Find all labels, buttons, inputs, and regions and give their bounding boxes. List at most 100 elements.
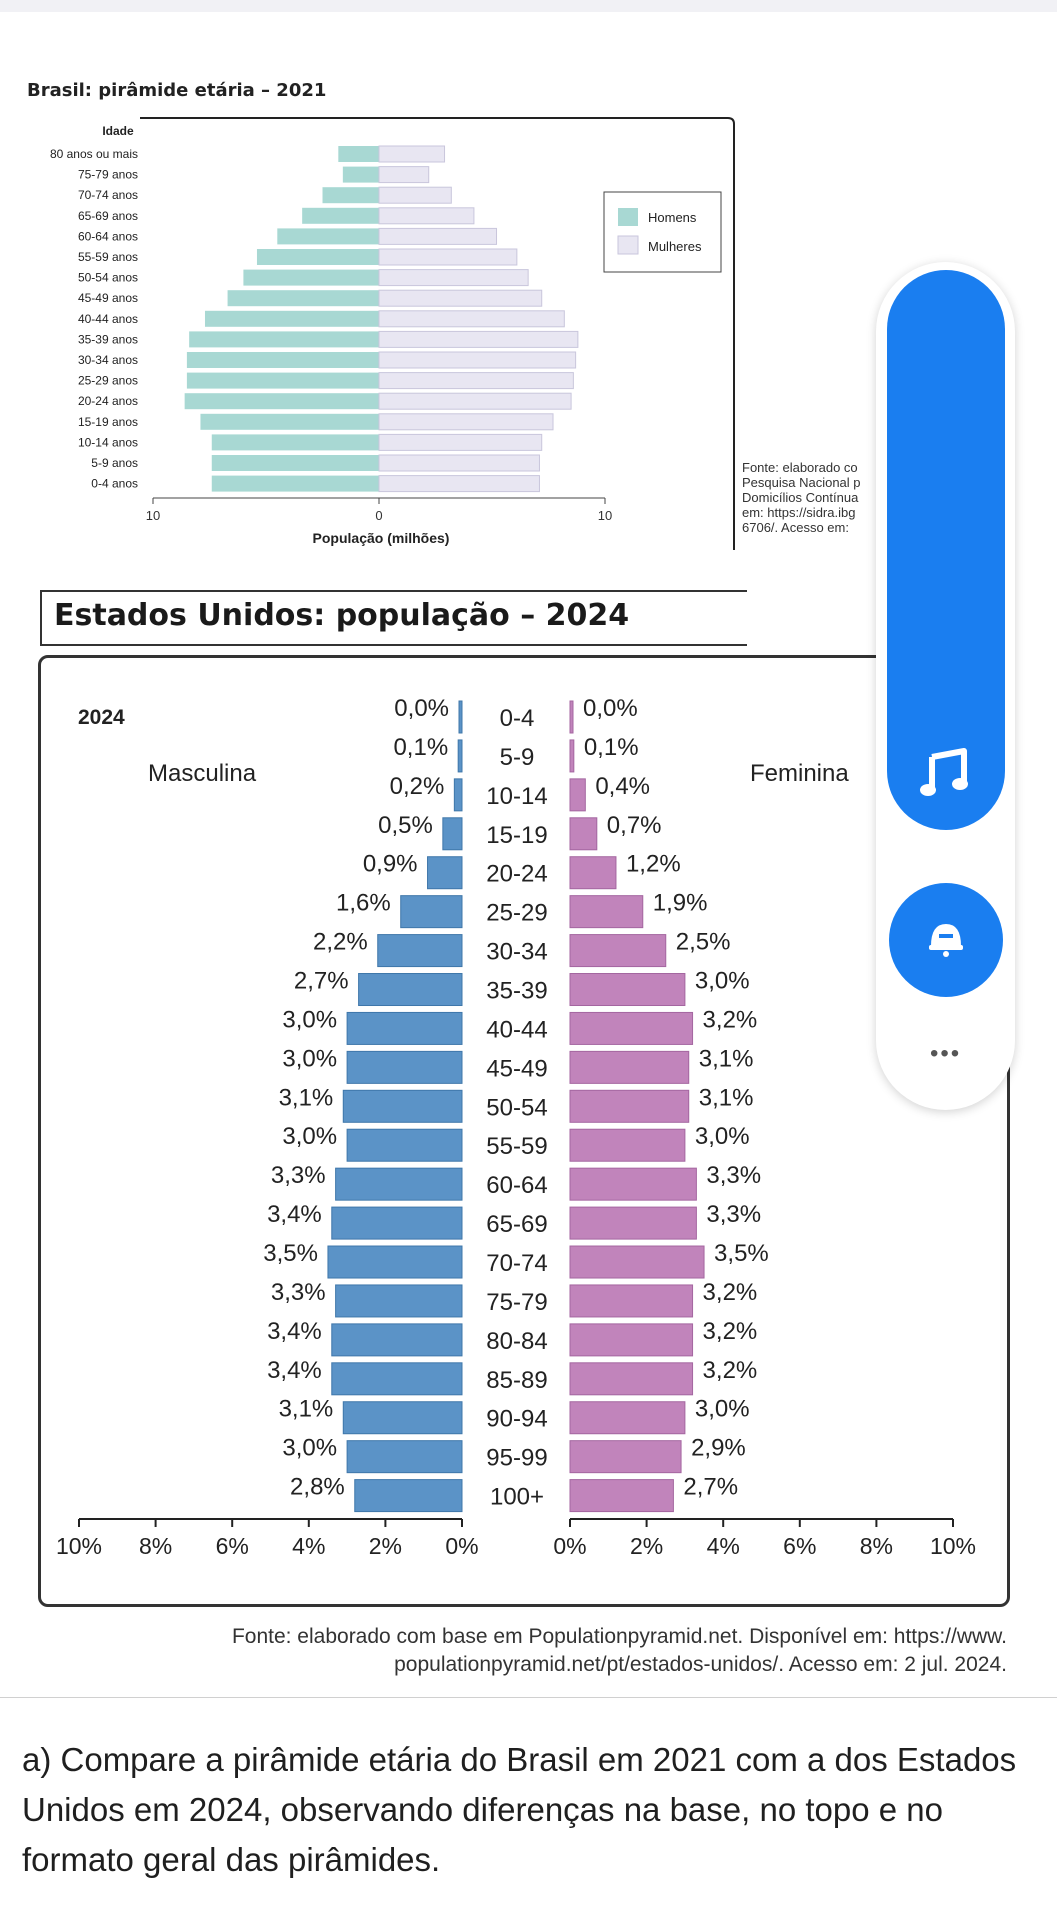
usa-female-value-label: 3,2% — [703, 1279, 758, 1306]
usa-bar-masculina — [377, 934, 463, 968]
brazil-bar-homens — [186, 372, 379, 389]
music-player-button[interactable] — [887, 270, 1005, 830]
usa-age-label: 15-19 — [486, 822, 547, 849]
usa-chart-frame — [38, 655, 1010, 1607]
usa-female-value-label: 0,7% — [607, 812, 662, 839]
brazil-age-label: 0-4 anos — [91, 477, 138, 491]
question-text: a) Compare a pirâmide etária do Brasil e… — [22, 1741, 1017, 1878]
brazil-age-label: 70-74 anos — [78, 188, 138, 202]
brazil-y-axis-label: Idade — [102, 124, 134, 138]
usa-age-label: 25-29 — [486, 900, 547, 927]
brazil-bar-mulheres — [378, 475, 540, 493]
brazil-bar-mulheres — [378, 351, 577, 369]
brazil-source-line: Fonte: elaborado co — [742, 460, 858, 475]
usa-female-value-label: 1,2% — [626, 851, 681, 878]
usa-bar-masculina — [358, 973, 463, 1007]
brazil-legend-swatch-homens — [618, 208, 638, 226]
brazil-bar-homens — [322, 187, 379, 204]
usa-male-value-label: 3,0% — [282, 1006, 337, 1033]
usa-female-value-label: 0,1% — [584, 734, 639, 761]
brazil-bar-mulheres — [378, 166, 430, 184]
usa-male-value-label: 2,8% — [290, 1474, 345, 1501]
usa-bar-masculina — [427, 856, 463, 890]
brazil-age-label: 20-24 anos — [78, 394, 138, 408]
usa-female-value-label: 3,1% — [699, 1045, 754, 1072]
usa-female-value-label: 2,5% — [676, 929, 731, 956]
usa-female-value-label: 3,2% — [703, 1357, 758, 1384]
brazil-legend-label-mulheres: Mulheres — [648, 239, 702, 254]
usa-male-value-label: 3,3% — [271, 1162, 326, 1189]
brazil-age-label: 60-64 anos — [78, 229, 138, 243]
brazil-bar-homens — [204, 310, 379, 327]
usa-female-value-label: 3,0% — [695, 1123, 750, 1150]
usa-bar-feminina — [569, 1479, 674, 1513]
usa-male-value-label: 0,0% — [394, 695, 449, 722]
brazil-age-label: 15-19 anos — [78, 415, 138, 429]
usa-age-label: 100+ — [490, 1484, 544, 1511]
usa-bar-feminina — [569, 1128, 686, 1162]
music-note-icon — [920, 748, 968, 796]
usa-bar-feminina — [569, 739, 575, 773]
brazil-bar-homens — [277, 228, 379, 245]
usa-bar-feminina — [569, 1245, 705, 1279]
usa-female-value-label: 0,0% — [583, 695, 638, 722]
usa-x-tick-label-right: 4% — [707, 1533, 740, 1559]
usa-female-value-label: 2,7% — [683, 1474, 738, 1501]
brazil-age-label: 25-29 anos — [78, 374, 138, 388]
usa-male-value-label: 0,9% — [363, 851, 418, 878]
usa-bar-feminina — [569, 934, 667, 968]
usa-x-tick-label-left: 4% — [292, 1533, 325, 1559]
usa-pyramid-chart: 2024 Masculina Feminina 0,0% 0,0% 0-4 0,1% 0,1%… — [56, 695, 976, 1559]
brazil-source-text: Fonte: elaborado co Pesquisa Nacional p … — [742, 460, 882, 550]
usa-age-label: 10-14 — [486, 783, 547, 810]
usa-bar-masculina — [327, 1245, 463, 1279]
usa-age-label: 35-39 — [486, 978, 547, 1005]
usa-source-line-1: Fonte: elaborado com base em Populationp… — [231, 1625, 1007, 1648]
usa-bar-feminina — [569, 1440, 682, 1474]
usa-bar-masculina — [346, 1440, 463, 1474]
usa-bar-masculina — [346, 1128, 463, 1162]
usa-bar-masculina — [458, 700, 463, 734]
brazil-bar-homens — [211, 455, 379, 471]
brazil-age-label: 40-44 anos — [78, 312, 138, 326]
brazil-bar-homens — [200, 413, 379, 430]
brazil-bar-mulheres — [378, 392, 572, 410]
brazil-legend-swatch-mulheres — [617, 235, 639, 255]
usa-bar-masculina — [342, 1401, 463, 1435]
brazil-age-label: 45-49 anos — [78, 291, 138, 305]
usa-bar-feminina — [569, 973, 686, 1007]
brazil-bar-homens — [186, 352, 379, 368]
brazil-x-tick-label: 10 — [146, 508, 160, 523]
usa-bar-feminina — [569, 1167, 697, 1201]
brazil-source-line: Pesquisa Nacional p — [742, 475, 861, 490]
section-divider — [0, 1697, 1057, 1698]
brazil-age-label: 65-69 anos — [78, 209, 138, 223]
usa-male-value-label: 3,0% — [282, 1123, 337, 1150]
usa-male-value-label: 3,0% — [282, 1045, 337, 1072]
usa-bar-feminina — [569, 1089, 690, 1123]
usa-female-value-label: 3,0% — [695, 968, 750, 995]
usa-bar-feminina — [569, 700, 574, 734]
brazil-age-label: 30-34 anos — [78, 353, 138, 367]
usa-male-value-label: 3,1% — [279, 1396, 334, 1423]
usa-female-value-label: 3,5% — [714, 1240, 769, 1267]
usa-x-tick-label-right: 8% — [860, 1533, 893, 1559]
brazil-bar-mulheres — [378, 413, 554, 431]
usa-bar-masculina — [335, 1284, 463, 1318]
more-horizontal-icon[interactable]: ••• — [930, 1040, 962, 1067]
usa-male-value-label: 0,5% — [378, 812, 433, 839]
usa-bar-feminina — [569, 1011, 694, 1045]
usa-bar-feminina — [569, 856, 617, 890]
usa-bar-feminina — [569, 778, 586, 812]
brazil-bar-mulheres — [378, 310, 565, 328]
usa-title-frame — [40, 590, 747, 646]
usa-x-tick-label-right: 2% — [630, 1533, 663, 1559]
brazil-bar-mulheres — [378, 269, 529, 287]
usa-male-value-label: 3,4% — [267, 1357, 322, 1384]
usa-bar-masculina — [354, 1479, 463, 1513]
usa-female-value-label: 3,2% — [703, 1318, 758, 1345]
usa-female-value-label: 3,2% — [703, 1006, 758, 1033]
brazil-bar-mulheres — [378, 145, 446, 163]
usa-age-label: 55-59 — [486, 1133, 547, 1160]
brazil-age-label: 80 anos ou mais — [50, 147, 138, 161]
